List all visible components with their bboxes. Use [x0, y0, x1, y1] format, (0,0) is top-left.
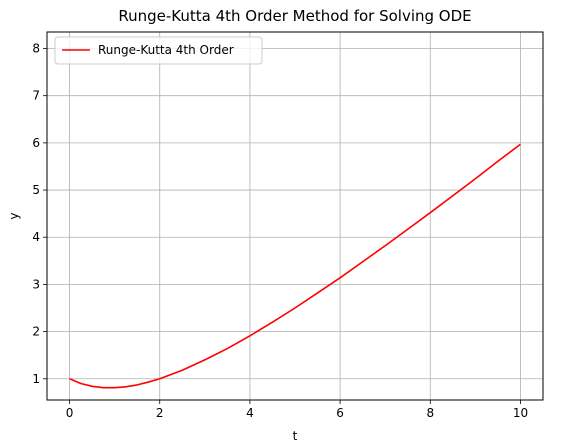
x-tick-label: 4	[246, 406, 254, 420]
y-tick-label: 2	[32, 325, 40, 339]
axes-frame	[46, 31, 544, 401]
x-tick-label: 0	[66, 406, 74, 420]
series-group	[69, 143, 521, 389]
y-tick-label: 5	[32, 183, 40, 197]
chart-title: Runge-Kutta 4th Order Method for Solving…	[118, 7, 471, 25]
y-tick-label: 8	[32, 42, 40, 56]
y-tick-label: 6	[32, 136, 40, 150]
x-tick-label: 8	[426, 406, 434, 420]
legend-box	[54, 36, 263, 65]
x-ticks: 0 2 4 6 8 10	[66, 400, 528, 420]
y-tick-label: 4	[32, 230, 40, 244]
y-tick-label: 7	[32, 89, 40, 103]
legend: Runge-Kutta 4th Order	[54, 36, 263, 65]
x-tick-label: 2	[156, 406, 164, 420]
x-tick-label: 10	[513, 406, 528, 420]
series-line	[69, 143, 521, 389]
legend-label: Runge-Kutta 4th Order	[98, 43, 234, 57]
y-ticks: 1 2 3 4 5 6 7 8	[32, 42, 47, 386]
grid	[47, 32, 543, 400]
x-axis-label: t	[293, 429, 298, 443]
y-tick-label: 3	[32, 277, 40, 291]
y-tick-label: 1	[32, 372, 40, 386]
x-tick-label: 6	[336, 406, 344, 420]
y-axis-label: y	[7, 212, 21, 219]
